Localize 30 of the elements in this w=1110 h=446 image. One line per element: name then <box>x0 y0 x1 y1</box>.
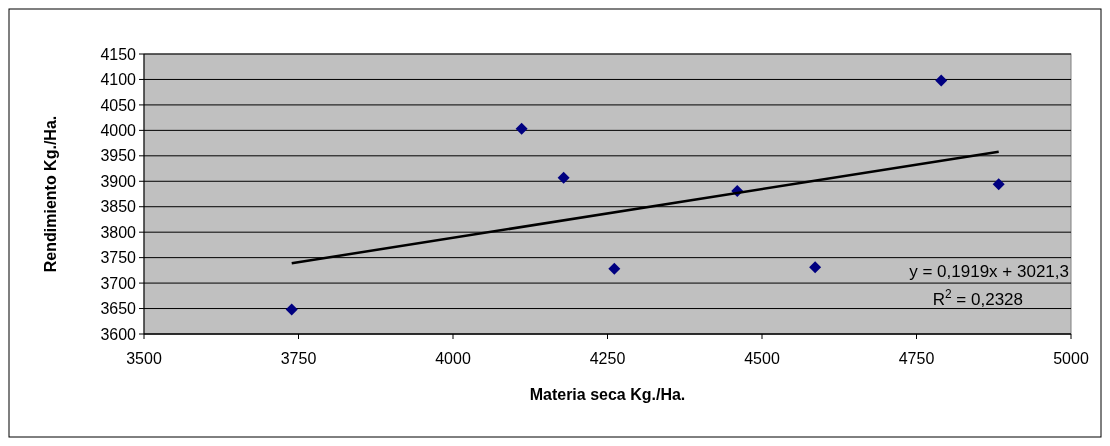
x-tick-label: 3750 <box>280 350 317 367</box>
y-tick-label: 4000 <box>100 121 137 139</box>
y-tick-label: 3750 <box>100 249 137 267</box>
x-tick-label: 4750 <box>898 350 935 367</box>
y-tick-label: 4100 <box>100 71 137 89</box>
annotation: y = 0,1919x + 3021,3 <box>909 262 1069 282</box>
point <box>992 178 1005 191</box>
x-tick-label: 3500 <box>126 350 162 367</box>
y-tick-label: 3600 <box>100 325 137 343</box>
x-axis-title: Materia seca Kg./Ha. <box>529 386 686 403</box>
y-axis-title: Rendimiento Kg./Ha. <box>42 115 59 273</box>
y-tick-label: 3900 <box>100 172 137 190</box>
annotation: R$^{2}$ = 0,2328 <box>932 286 1023 309</box>
y-tick-label: 3650 <box>100 300 137 318</box>
y-tick-label: 3700 <box>100 274 137 292</box>
y-tick-label: 4150 <box>100 45 137 63</box>
point <box>809 261 822 274</box>
point <box>935 74 948 87</box>
y-tick-label: 3950 <box>100 147 137 165</box>
y-tick-label: 4050 <box>100 96 137 114</box>
x-tick-label: 5000 <box>1053 350 1089 367</box>
point <box>608 262 621 275</box>
point <box>557 171 570 184</box>
y-tick-label: 3800 <box>100 223 137 241</box>
x-tick-label: 4250 <box>589 350 626 367</box>
y-tick-label: 3850 <box>100 198 137 216</box>
point <box>285 303 298 316</box>
point <box>515 122 528 135</box>
x-tick-label: 4000 <box>435 350 471 367</box>
x-tick-label: 4500 <box>744 350 780 367</box>
